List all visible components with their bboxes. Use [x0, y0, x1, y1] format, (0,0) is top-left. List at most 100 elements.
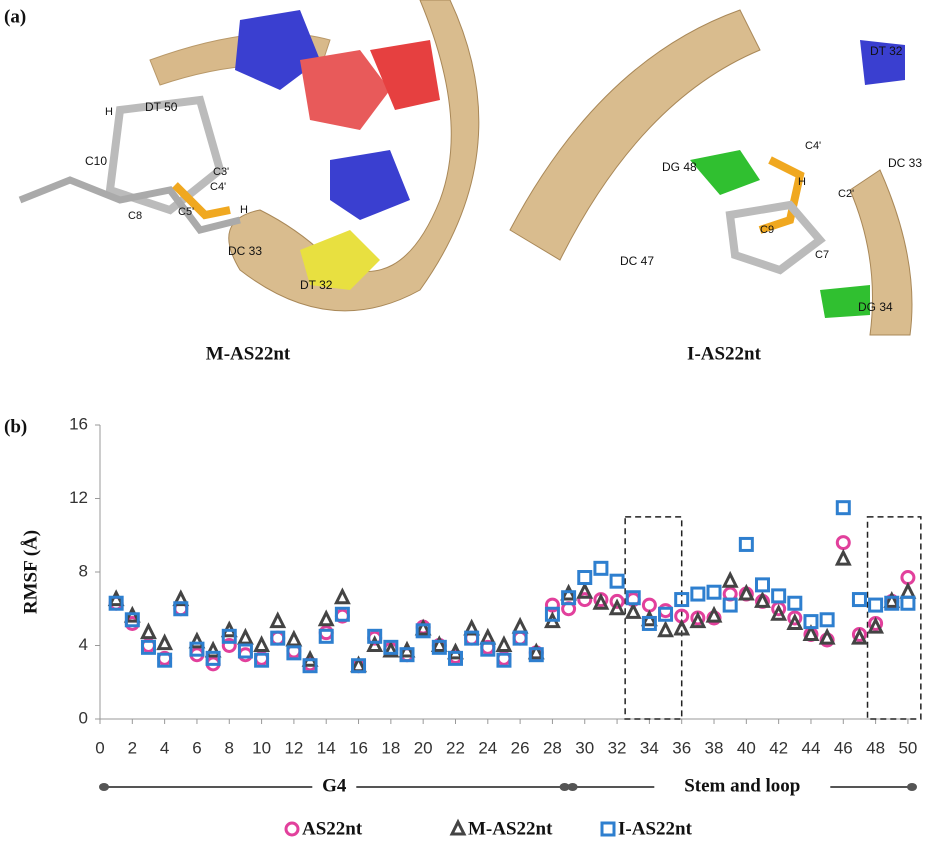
x-tick-label: 44: [802, 738, 821, 757]
figure: (b)RMSF (Å)04812160246810121416182022242…: [0, 0, 940, 843]
image-caption: I-AS22nt: [687, 343, 762, 364]
marker-triangle: [498, 639, 510, 651]
x-tick-label: 34: [640, 738, 659, 757]
group-end: [568, 783, 578, 791]
marker-square: [708, 586, 720, 598]
legend-label: I-AS22nt: [618, 818, 693, 839]
x-tick-label: 0: [95, 738, 104, 757]
atom-label: C4': [805, 140, 821, 152]
marker-circle: [643, 599, 655, 611]
legend-label: AS22nt: [302, 818, 363, 839]
marker-triangle: [239, 631, 251, 643]
x-tick-label: 4: [160, 738, 169, 757]
marker-triangle: [288, 633, 300, 645]
x-tick-label: 20: [414, 738, 433, 757]
x-tick-label: 24: [478, 738, 497, 757]
panel-label: (a): [4, 6, 26, 27]
marker-square: [773, 590, 785, 602]
atom-label: DC 33: [888, 156, 922, 170]
marker-circle: [660, 605, 672, 617]
legend-marker: [602, 823, 614, 835]
marker-square: [870, 599, 882, 611]
group-end: [907, 783, 917, 791]
y-tick-label: 0: [79, 708, 88, 727]
image-caption: M-AS22nt: [206, 343, 291, 364]
marker-square: [595, 562, 607, 574]
atom-label: C2': [838, 188, 854, 200]
atom-label: DT 32: [870, 44, 903, 58]
group-label: G4: [322, 775, 347, 796]
marker-triangle: [142, 626, 154, 638]
marker-square: [837, 502, 849, 514]
atom-label: DT 50: [145, 100, 178, 114]
x-tick-label: 32: [608, 738, 627, 757]
group-end: [99, 783, 109, 791]
marker-triangle: [708, 609, 720, 621]
atom-label: C10: [85, 154, 107, 168]
marker-square: [740, 538, 752, 550]
marker-square: [853, 594, 865, 606]
x-tick-label: 36: [672, 738, 691, 757]
x-tick-label: 6: [192, 738, 201, 757]
x-tick-label: 46: [834, 738, 853, 757]
x-tick-label: 8: [225, 738, 234, 757]
atom-label: C9: [760, 224, 774, 236]
panel-label: (b): [4, 416, 27, 437]
marker-triangle: [724, 574, 736, 586]
marker-triangle: [256, 639, 268, 651]
legend-marker: [286, 823, 298, 835]
marker-circle: [320, 627, 332, 639]
x-tick-label: 14: [317, 738, 336, 757]
x-tick-label: 26: [511, 738, 530, 757]
x-tick-label: 48: [866, 738, 885, 757]
marker-triangle: [207, 644, 219, 656]
x-tick-label: 16: [349, 738, 368, 757]
atom-label: H: [240, 204, 248, 216]
marker-circle: [837, 537, 849, 549]
marker-triangle: [837, 552, 849, 564]
atom-label: DC 47: [620, 254, 654, 268]
marker-square: [789, 597, 801, 609]
marker-triangle: [272, 615, 284, 627]
page: {"panel_a": {"label": "(a)", "images": […: [0, 0, 940, 843]
y-tick-label: 8: [79, 561, 88, 580]
y-axis-label: RMSF (Å): [20, 530, 41, 614]
x-tick-label: 50: [898, 738, 917, 757]
marker-triangle: [336, 591, 348, 603]
marker-triangle: [579, 585, 591, 597]
x-tick-label: 40: [737, 738, 756, 757]
x-tick-label: 22: [446, 738, 465, 757]
atom-label: DG 34: [858, 300, 893, 314]
atom-label: DG 48: [662, 160, 697, 174]
atom-label: C7: [815, 249, 829, 261]
marker-triangle: [821, 631, 833, 643]
legend-marker: [452, 822, 464, 834]
group-label: Stem and loop: [684, 775, 800, 796]
y-tick-label: 16: [69, 414, 88, 433]
marker-square: [821, 614, 833, 626]
x-tick-label: 30: [575, 738, 594, 757]
x-tick-label: 2: [128, 738, 137, 757]
atom-label: C3': [213, 166, 229, 178]
marker-square: [902, 597, 914, 609]
y-tick-label: 4: [79, 635, 88, 654]
marker-square: [579, 572, 591, 584]
marker-square: [756, 579, 768, 591]
x-tick-label: 18: [381, 738, 400, 757]
marker-triangle: [627, 605, 639, 617]
legend-label: M-AS22nt: [468, 818, 553, 839]
marker-triangle: [191, 635, 203, 647]
marker-circle: [514, 632, 526, 644]
marker-circle: [239, 649, 251, 661]
atom-label: C4': [210, 181, 226, 193]
atom-label: DT 32: [300, 278, 333, 292]
atom-label: C8: [128, 210, 142, 222]
atom-label: DC 33: [228, 244, 262, 258]
marker-triangle: [159, 637, 171, 649]
marker-triangle: [660, 624, 672, 636]
marker-circle: [272, 632, 284, 644]
panel-a: [0, 0, 940, 335]
x-tick-label: 12: [284, 738, 303, 757]
y-tick-label: 12: [69, 488, 88, 507]
